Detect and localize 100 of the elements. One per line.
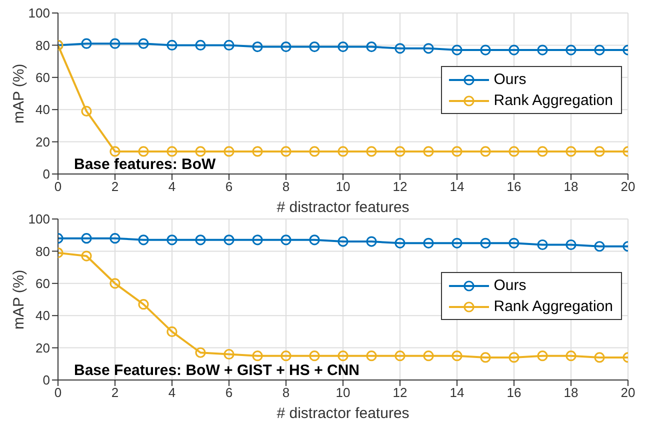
legend-label: Ours xyxy=(494,277,526,294)
x-tick-label: 4 xyxy=(168,385,176,400)
y-tick-label: 80 xyxy=(36,38,50,53)
point xyxy=(423,238,434,248)
point xyxy=(366,42,377,52)
point xyxy=(508,44,520,56)
point xyxy=(309,234,320,246)
point xyxy=(594,352,605,363)
y-tick-label: 20 xyxy=(36,340,50,356)
point xyxy=(195,347,206,358)
point xyxy=(366,146,377,157)
point xyxy=(394,350,406,362)
point xyxy=(566,350,576,362)
y-tick-label: 0 xyxy=(42,166,50,182)
point xyxy=(195,146,206,157)
point xyxy=(452,238,462,248)
point xyxy=(423,146,434,157)
y-tick-label: 60 xyxy=(36,70,50,86)
point xyxy=(423,43,434,54)
point xyxy=(508,238,520,248)
point xyxy=(252,234,263,246)
point xyxy=(110,146,120,157)
point xyxy=(338,236,348,247)
point xyxy=(338,146,348,157)
x-tick-label: 10 xyxy=(336,179,350,194)
point xyxy=(81,233,92,244)
point xyxy=(252,350,263,362)
point xyxy=(224,40,234,50)
point xyxy=(537,44,548,56)
point xyxy=(452,350,462,362)
point xyxy=(280,234,292,246)
y-tick-label: 20 xyxy=(36,134,50,150)
point xyxy=(338,42,348,52)
x-tick-label: 16 xyxy=(506,179,522,194)
point xyxy=(110,38,120,49)
point xyxy=(394,43,406,54)
point xyxy=(537,350,548,362)
point xyxy=(195,40,206,50)
point xyxy=(252,42,263,52)
y-tick-label: 40 xyxy=(36,308,50,324)
point xyxy=(252,146,263,157)
point xyxy=(138,38,149,49)
point xyxy=(480,238,491,248)
x-tick-label: 12 xyxy=(392,385,408,400)
y-tick-label: 100 xyxy=(28,212,50,227)
point xyxy=(508,352,520,363)
point xyxy=(366,350,377,362)
point xyxy=(166,40,178,50)
point xyxy=(138,146,149,157)
point xyxy=(452,44,462,56)
y-tick-label: 40 xyxy=(36,102,50,118)
x-tick-label: 12 xyxy=(392,179,408,194)
point xyxy=(280,42,292,52)
x-tick-label: 20 xyxy=(620,385,636,400)
annotation: Base Features: BoW + GIST + HS + CNN xyxy=(74,362,360,379)
point xyxy=(566,44,576,56)
x-tick-label: 2 xyxy=(111,179,119,194)
point xyxy=(195,234,206,246)
x-axis-title: # distractor features xyxy=(276,405,410,422)
point xyxy=(366,236,377,247)
point xyxy=(394,146,406,157)
point xyxy=(594,146,605,157)
point xyxy=(537,146,548,157)
point xyxy=(423,350,434,362)
y-tick-label: 100 xyxy=(28,6,50,21)
y-tick-label: 80 xyxy=(36,244,50,259)
point xyxy=(309,350,320,362)
point xyxy=(309,146,320,157)
y-axis-title: mAP (%) xyxy=(10,270,28,330)
point xyxy=(280,146,292,157)
y-tick-label: 0 xyxy=(42,372,50,388)
point xyxy=(280,350,292,362)
legend-label: Rank Aggregation xyxy=(494,92,613,109)
point xyxy=(81,106,92,117)
point xyxy=(224,348,234,360)
x-tick-label: 14 xyxy=(450,385,464,400)
point xyxy=(566,146,576,157)
x-tick-label: 16 xyxy=(506,385,522,400)
x-tick-label: 0 xyxy=(54,385,62,400)
x-tick-label: 14 xyxy=(450,179,464,194)
point xyxy=(138,299,149,310)
point xyxy=(166,146,178,157)
x-tick-label: 2 xyxy=(111,385,119,400)
point xyxy=(394,238,406,248)
x-tick-label: 8 xyxy=(282,385,290,400)
point xyxy=(480,44,491,56)
point xyxy=(480,146,491,157)
point xyxy=(166,326,178,337)
legend-label: Ours xyxy=(494,71,526,88)
point xyxy=(566,239,576,250)
point xyxy=(594,241,605,252)
x-tick-label: 4 xyxy=(168,179,176,194)
y-tick-label: 60 xyxy=(36,276,50,292)
point xyxy=(110,233,120,244)
x-tick-label: 0 xyxy=(54,179,62,194)
point xyxy=(480,352,491,363)
point xyxy=(224,146,234,157)
point xyxy=(224,234,234,246)
point xyxy=(537,239,548,250)
x-axis-title: # distractor features xyxy=(276,199,410,216)
